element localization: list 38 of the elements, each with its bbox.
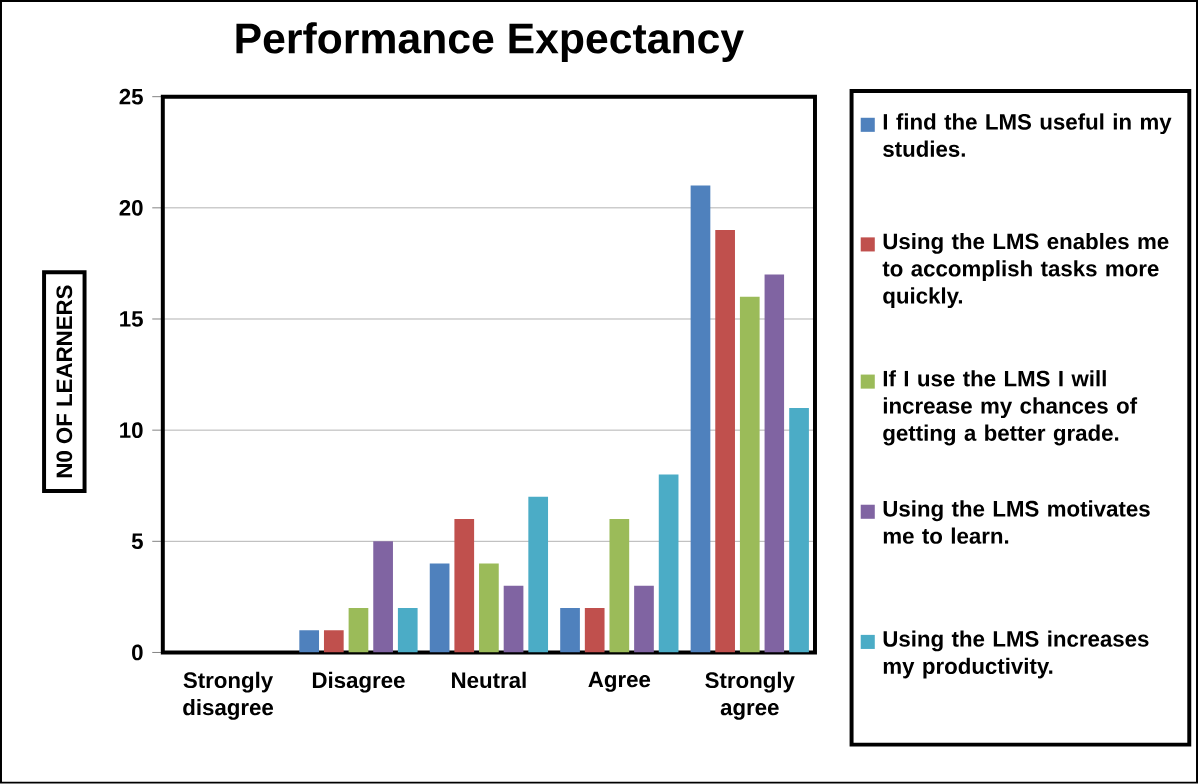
x-tick-label: Disagree — [312, 671, 405, 693]
bar — [789, 408, 809, 653]
x-tick-label: Neutral — [452, 671, 526, 689]
y-tick-label: 20 — [119, 200, 143, 216]
bar — [764, 274, 785, 653]
bar — [454, 519, 475, 653]
x-tick-label: Agree — [588, 671, 651, 692]
bar — [658, 474, 679, 653]
bar — [323, 630, 344, 653]
legend-label: Using the LMS enables me to accomplish tasks more quickly. — [882, 233, 1169, 309]
y-tick-label: 15 — [120, 311, 143, 327]
bar — [479, 563, 499, 653]
y-tick-label: 25 — [119, 88, 143, 105]
y-tick-label: 0 — [132, 644, 143, 661]
bar — [584, 608, 605, 653]
x-tick-label: Strongly disagree — [183, 671, 274, 720]
legend-label: I find the LMS useful in my studies. — [883, 113, 1172, 158]
bar — [560, 608, 580, 653]
bar — [715, 230, 735, 653]
y-axis-title: N0 OF LEARNERS — [56, 285, 73, 478]
bar — [503, 585, 524, 653]
bar — [348, 608, 369, 653]
bar — [609, 519, 630, 653]
legend-label: Using the LMS increases my productivity. — [883, 630, 1149, 679]
bar — [373, 541, 393, 653]
legend-label: Using the LMS motivates me to learn. — [883, 500, 1150, 545]
legend-label: If I use the LMS I will increase my chances of getting a better grade. — [883, 370, 1138, 446]
bar — [634, 585, 654, 653]
bar — [299, 630, 320, 653]
x-tick-label: Strongly agree — [705, 671, 795, 720]
bar — [528, 497, 549, 653]
chart-title: Performance Expectancy — [236, 22, 744, 63]
bar — [429, 563, 450, 653]
bar — [690, 185, 711, 653]
bar — [739, 296, 760, 653]
bar — [397, 608, 418, 653]
y-tick-label: 5 — [131, 533, 143, 550]
y-tick-label: 10 — [120, 422, 143, 439]
